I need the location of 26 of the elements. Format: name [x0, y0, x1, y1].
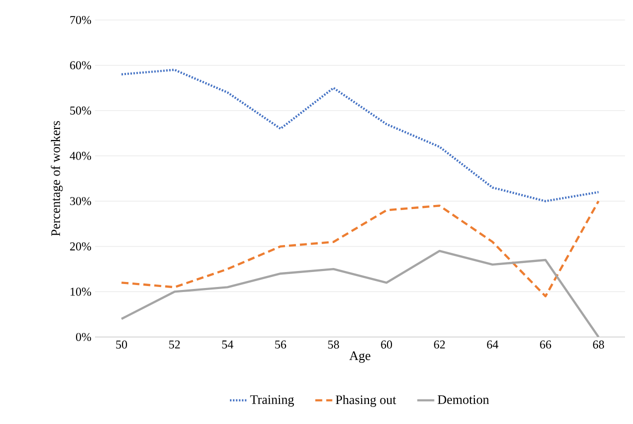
line-series — [120, 250, 600, 337]
x-axis-title: Age — [349, 351, 370, 363]
legend-label: Training — [250, 395, 294, 407]
x-tick-label: 56 — [275, 340, 286, 349]
y-tick-label: 40% — [70, 152, 92, 160]
x-tick-label: 66 — [540, 340, 552, 349]
x-tick-label: 50 — [116, 340, 128, 349]
line-series — [120, 200, 600, 298]
x-tick-label: 64 — [487, 340, 498, 349]
y-axis-title: Percentage of workers — [50, 121, 63, 236]
y-tick-label: 30% — [70, 197, 92, 206]
y-tick-label: 60% — [70, 61, 92, 70]
line-series — [120, 68, 600, 202]
y-tick-label: 20% — [70, 242, 92, 250]
y-tick-label: 10% — [70, 288, 92, 296]
x-tick-label: 58 — [328, 340, 340, 349]
x-tick-label: 52 — [169, 340, 180, 349]
y-tick-label: 50% — [70, 106, 92, 115]
legend-label: Phasing out — [336, 395, 396, 407]
x-tick-label: 54 — [222, 340, 234, 348]
x-tick-label: 60 — [381, 340, 392, 349]
x-tick-label: 62 — [434, 340, 445, 349]
legend-label: Demotion — [438, 395, 489, 404]
y-tick-label: 0% — [76, 332, 92, 342]
y-tick-label: 70% — [70, 16, 92, 24]
x-tick-label: 68 — [593, 340, 604, 349]
